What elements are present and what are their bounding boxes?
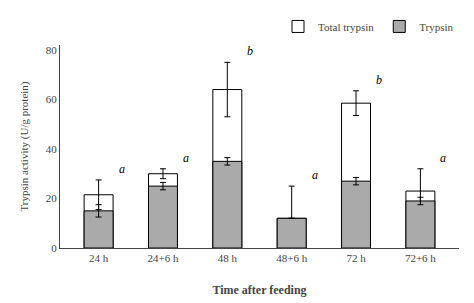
svg-text:20: 20: [46, 192, 58, 204]
svg-text:48+6 h: 48+6 h: [276, 252, 307, 264]
svg-text:24 h: 24 h: [89, 252, 109, 264]
svg-text:Trypsin activity (U/g protein): Trypsin activity (U/g protein): [18, 81, 31, 211]
svg-text:48 h: 48 h: [218, 252, 238, 264]
svg-text:72 h: 72 h: [346, 252, 366, 264]
svg-text:Time after feeding: Time after feeding: [212, 283, 306, 297]
svg-text:Trypsin: Trypsin: [419, 21, 453, 33]
svg-text:72+6 h: 72+6 h: [405, 252, 436, 264]
svg-text:Total trypsin: Total trypsin: [318, 21, 374, 33]
svg-text:0: 0: [51, 242, 57, 254]
svg-text:60: 60: [46, 93, 58, 105]
svg-text:a: a: [119, 162, 125, 176]
svg-text:24+6 h: 24+6 h: [147, 252, 178, 264]
svg-text:a: a: [312, 168, 318, 182]
svg-text:80: 80: [46, 44, 58, 56]
svg-text:a: a: [183, 151, 189, 165]
svg-text:b: b: [247, 44, 253, 58]
svg-text:a: a: [440, 151, 446, 165]
svg-text:40: 40: [46, 143, 58, 155]
svg-text:b: b: [376, 73, 382, 87]
